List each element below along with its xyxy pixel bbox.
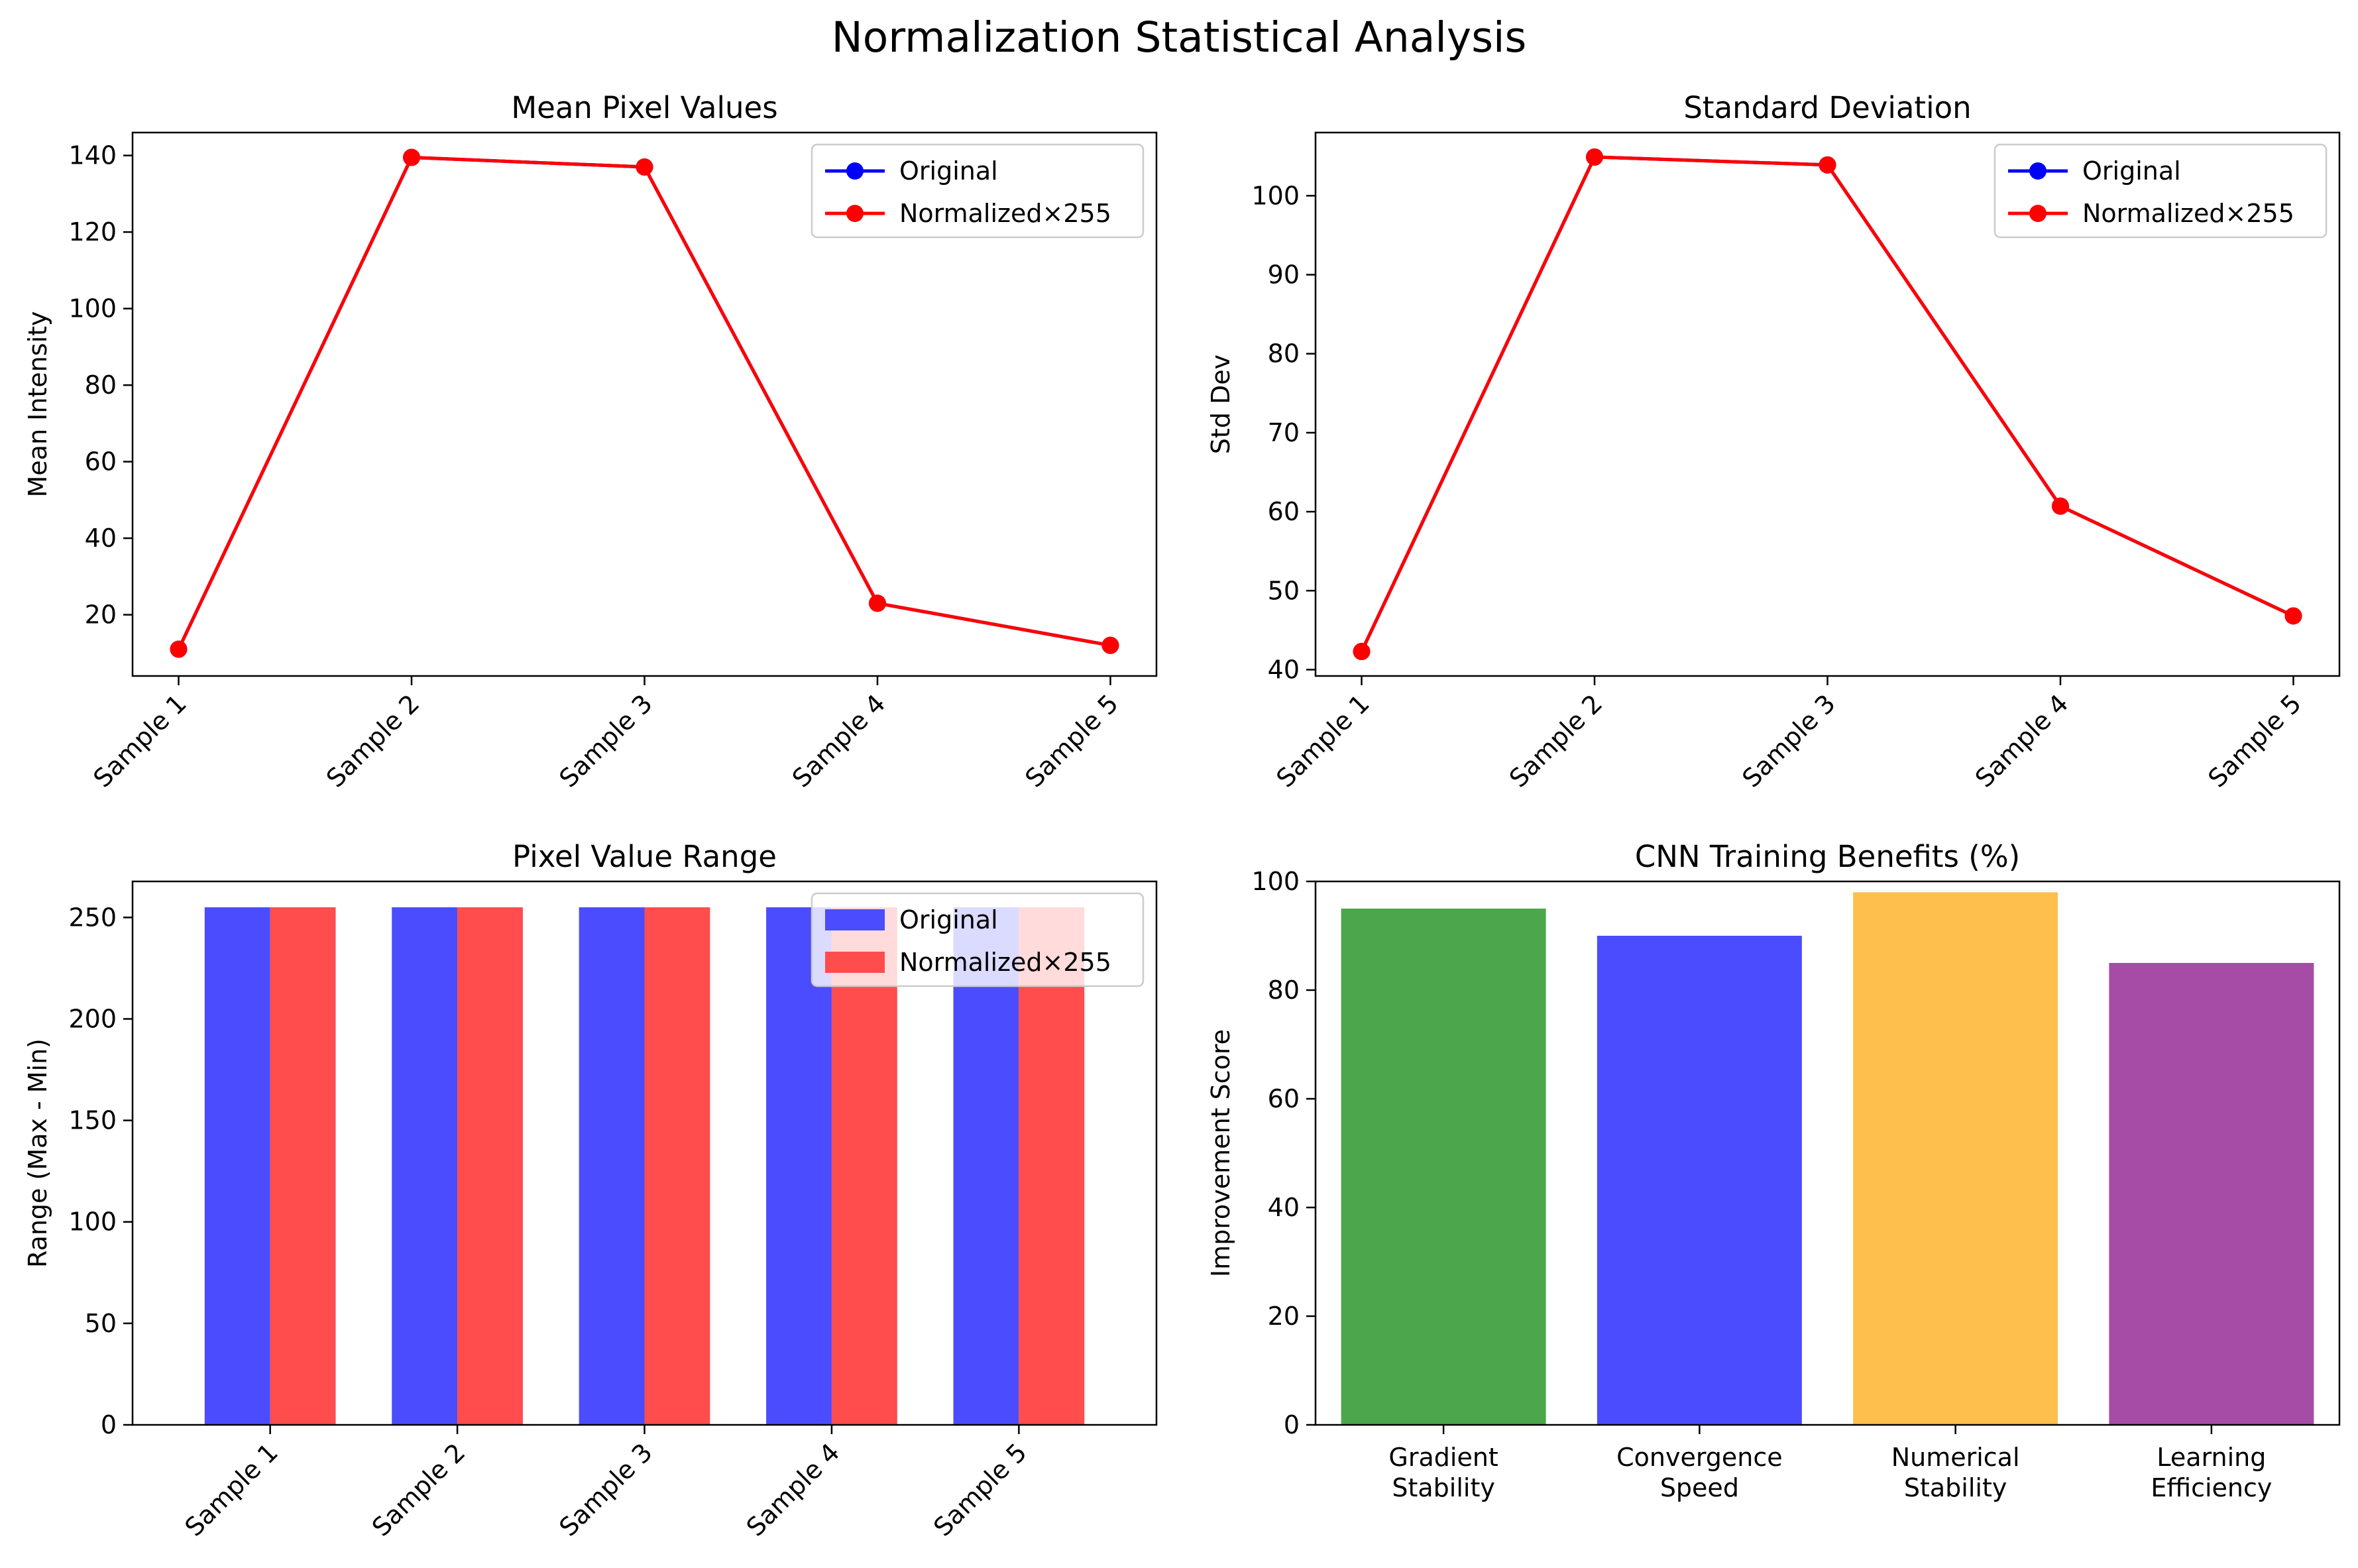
y-tick-label: 0: [1284, 1410, 1300, 1439]
legend-marker: [846, 162, 864, 180]
bar-original-5: [953, 907, 1019, 1425]
y-tick-label: 40: [85, 524, 117, 553]
x-tick-label-line: Efficiency: [2151, 1473, 2272, 1502]
bar-normalized-1: [270, 907, 336, 1425]
x-tick-label-line: Speed: [1660, 1473, 1739, 1502]
bar-normalized-4: [831, 907, 897, 1425]
legend-label: Original: [2082, 156, 2181, 186]
x-tick-label: Learning Efficiency: [2151, 1443, 2272, 1502]
x-tick-label-line: Numerical: [1891, 1443, 2020, 1472]
y-tick-label: 40: [1268, 655, 1300, 684]
legend-box: [811, 892, 1145, 987]
chart-benefits: CNN Training Benefits (%) 0 20 40 60 80 100 Imp…: [1206, 839, 2341, 1502]
x-tick-label-line: Convergence: [1616, 1443, 1783, 1472]
y-tick-label: 50: [1268, 576, 1300, 605]
y-tick-label: 250: [68, 903, 117, 932]
data-point-normalized-3: [1819, 156, 1836, 174]
x-tick-label-line: Learning: [2157, 1443, 2266, 1472]
bar-normalized-5: [1019, 907, 1085, 1425]
legend-label: Normalized×255: [2082, 199, 2294, 228]
data-point-normalized-4: [868, 594, 886, 612]
bar-2: [1597, 936, 1802, 1425]
legend-marker: [2029, 162, 2047, 180]
y-tick-label: 140: [68, 141, 117, 170]
bar-4: [2109, 963, 2314, 1425]
legend: Original Normalized×255: [811, 143, 1145, 239]
legend-bar-swatch: [825, 952, 885, 973]
charts-container: Mean Pixel Values 20 40 60 80 100 120 140 Mean I…: [23, 90, 2341, 1542]
bar-original-3: [579, 907, 645, 1425]
chart-title: Pixel Value Range: [512, 839, 777, 874]
data-point-normalized-1: [170, 640, 188, 658]
data-point-normalized-2: [403, 148, 421, 166]
chart-title: Standard Deviation: [1683, 90, 1971, 125]
legend-marker: [2029, 205, 2047, 222]
y-tick-label: 80: [1268, 976, 1300, 1005]
data-point-normalized-5: [2284, 607, 2302, 625]
data-point-normalized-3: [636, 158, 653, 176]
y-tick-label: 120: [68, 217, 117, 247]
y-tick-label: 80: [85, 370, 117, 400]
y-tick-label: 100: [1251, 867, 1300, 896]
chart-title: Mean Pixel Values: [511, 90, 777, 125]
y-tick-label: 100: [68, 1207, 117, 1237]
bar-normalized-3: [644, 907, 710, 1425]
y-axis-label: Improvement Score: [1206, 1029, 1235, 1277]
data-point-normalized-1: [1353, 643, 1371, 661]
legend-label: Normalized×255: [899, 199, 1111, 228]
y-tick-label: 60: [85, 447, 117, 476]
y-tick-label: 50: [85, 1309, 117, 1338]
legend-label: Normalized×255: [899, 948, 1111, 977]
data-point-normalized-5: [1101, 636, 1119, 654]
plot-frame: [1314, 880, 2341, 1426]
legend: Original Normalized×255: [1993, 143, 2328, 239]
legend-box: [811, 143, 1145, 239]
figure-title: Normalization Statistical Analysis: [832, 13, 1527, 62]
y-tick-label: 20: [85, 600, 117, 630]
legend-bar-swatch: [825, 909, 885, 930]
y-tick-label: 60: [1268, 497, 1300, 526]
y-tick-label: 90: [1268, 260, 1300, 290]
chart-title: CNN Training Benefits (%): [1635, 839, 2020, 874]
data-point-normalized-4: [2051, 497, 2069, 515]
legend-marker: [846, 205, 864, 222]
y-tick-label: 80: [1268, 339, 1300, 368]
bar-1: [1341, 909, 1546, 1425]
y-axis-label: Mean Intensity: [23, 311, 52, 497]
y-axis-label: Range (Max - Min): [23, 1038, 52, 1268]
x-tick-label-line: Gradient: [1388, 1443, 1498, 1472]
y-tick-label: 40: [1268, 1193, 1300, 1222]
legend-label: Original: [899, 905, 998, 934]
bar-3: [1853, 892, 2058, 1425]
x-tick-label: Convergence Speed: [1616, 1443, 1783, 1502]
bar-normalized-2: [457, 907, 523, 1425]
chart-std: Standard Deviation 40 50 60 70 80 90 100 Std Dev…: [1206, 90, 2341, 793]
legend-box: [1993, 143, 2328, 239]
y-tick-label: 100: [1251, 181, 1300, 210]
legend-label: Original: [899, 156, 998, 186]
x-tick-label: Numerical Stability: [1891, 1443, 2020, 1502]
y-tick-label: 150: [68, 1106, 117, 1135]
y-tick-label: 20: [1268, 1302, 1300, 1331]
y-tick-label: 70: [1268, 418, 1300, 447]
y-tick-label: 60: [1268, 1084, 1300, 1113]
y-tick-label: 200: [68, 1004, 117, 1033]
bar-original-1: [204, 907, 270, 1425]
y-tick-label: 100: [68, 294, 117, 323]
legend: Original Normalized×255: [811, 892, 1145, 987]
y-axis-label: Std Dev: [1206, 355, 1235, 454]
bar-original-2: [392, 907, 458, 1425]
data-point-normalized-2: [1586, 148, 1604, 166]
bar-original-4: [766, 907, 832, 1425]
x-tick-label: Gradient Stability: [1388, 1443, 1498, 1502]
x-tick-label-line: Stability: [1904, 1473, 2007, 1502]
x-tick-label-line: Stability: [1392, 1473, 1495, 1502]
y-tick-label: 0: [101, 1410, 117, 1439]
